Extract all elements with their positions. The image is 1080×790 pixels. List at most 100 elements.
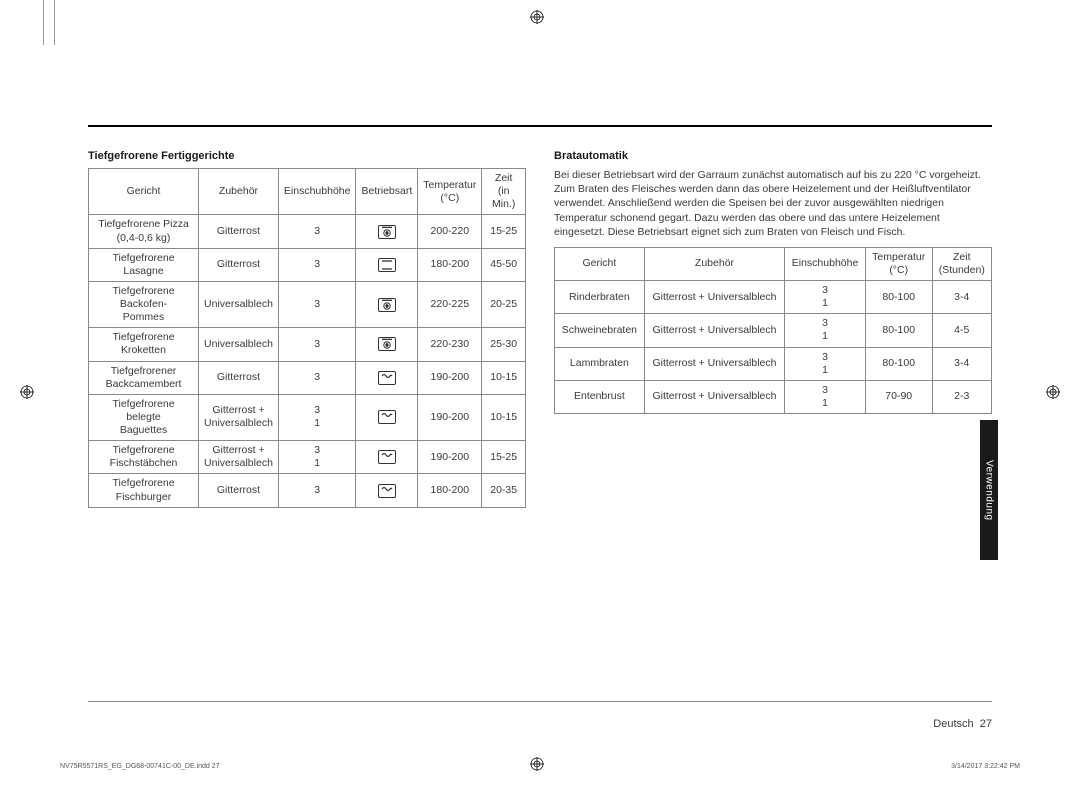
cell-gericht: Tiefgefrorene Pizza(0,4-0,6 kg): [89, 215, 199, 248]
cell-gericht: Lammbraten: [555, 347, 645, 380]
cell-gericht: Rinderbraten: [555, 281, 645, 314]
cell-zubehor: Gitterrost +Universalblech: [199, 441, 279, 474]
cell-gericht: Entenbrust: [555, 380, 645, 413]
cell-mode-icon: [356, 281, 418, 327]
left-table: GerichtZubehörEinschubhöheBetriebsartTem…: [88, 168, 526, 508]
reg-mark-bottom: [530, 757, 544, 776]
table-row: Tiefgefrorene Backofen-PommesUniversalbl…: [89, 281, 526, 327]
right-title: Bratautomatik: [554, 150, 992, 162]
cell-zeit: 10-15: [482, 394, 526, 440]
cell-einschub: 31: [785, 281, 866, 314]
table-row: TiefgefroreneFischstäbchenGitterrost +Un…: [89, 441, 526, 474]
cell-zubehor: Gitterrost + Universalblech: [644, 314, 784, 347]
imprint-right: 3/14/2017 3:22:42 PM: [951, 763, 1020, 770]
cell-gericht: Tiefgefrorene belegteBaguettes: [89, 394, 199, 440]
right-th-0: Gericht: [555, 247, 645, 280]
cell-zeit: 15-25: [482, 215, 526, 248]
cell-einschub: 31: [785, 380, 866, 413]
cell-temp: 190-200: [418, 361, 482, 394]
footer-page: 27: [980, 718, 992, 730]
table-row: Tiefgefrorene Pizza(0,4-0,6 kg)Gitterros…: [89, 215, 526, 248]
cell-einschub: 31: [785, 347, 866, 380]
cell-zeit: 3-4: [932, 347, 991, 380]
cell-zubehor: Gitterrost: [199, 248, 279, 281]
table-row: RinderbratenGitterrost + Universalblech3…: [555, 281, 992, 314]
reg-mark-top: [530, 10, 544, 29]
cell-gericht: TiefgefroreneFischstäbchen: [89, 441, 199, 474]
cell-zubehor: Universalblech: [199, 328, 279, 361]
cell-mode-icon: [356, 441, 418, 474]
reg-mark-left: [20, 385, 34, 404]
cell-temp: 200-220: [418, 215, 482, 248]
footer-lang: Deutsch: [933, 718, 973, 730]
cell-einschub: 3: [278, 215, 356, 248]
left-th-5: Zeit(in Min.): [482, 169, 526, 215]
side-tab: Verwendung: [980, 420, 998, 560]
cell-einschub: 3: [278, 248, 356, 281]
table-row: Tiefgefrorene KrokettenUniversalblech3 22…: [89, 328, 526, 361]
right-table: GerichtZubehörEinschubhöheTemperatur(°C)…: [554, 247, 992, 414]
cell-zeit: 20-25: [482, 281, 526, 327]
cell-gericht: TiefgefrorenerBackcamembert: [89, 361, 199, 394]
cell-temp: 190-200: [418, 394, 482, 440]
cell-temp: 70-90: [865, 380, 932, 413]
cell-zubehor: Gitterrost +Universalblech: [199, 394, 279, 440]
cell-zeit: 4-5: [932, 314, 991, 347]
right-th-4: Zeit(Stunden): [932, 247, 991, 280]
cell-temp: 180-200: [418, 474, 482, 507]
reg-mark-right: [1046, 385, 1060, 404]
cell-mode-icon: [356, 328, 418, 361]
table-row: Tiefgefrorene belegteBaguettesGitterrost…: [89, 394, 526, 440]
rule-top: [88, 125, 992, 127]
cell-gericht: TiefgefroreneFischburger: [89, 474, 199, 507]
cell-zubehor: Gitterrost + Universalblech: [644, 380, 784, 413]
cell-zeit: 2-3: [932, 380, 991, 413]
cell-mode-icon: [356, 361, 418, 394]
cell-temp: 80-100: [865, 281, 932, 314]
page: Tiefgefrorene Fertiggerichte GerichtZube…: [88, 40, 992, 740]
cell-zubehor: Gitterrost: [199, 215, 279, 248]
cell-gericht: Tiefgefrorene Kroketten: [89, 328, 199, 361]
cell-einschub: 3: [278, 281, 356, 327]
right-th-3: Temperatur(°C): [865, 247, 932, 280]
cell-zubehor: Gitterrost + Universalblech: [644, 347, 784, 380]
page-footer: Deutsch 27: [933, 718, 992, 730]
left-th-0: Gericht: [89, 169, 199, 215]
cell-gericht: Tiefgefrorene Backofen-Pommes: [89, 281, 199, 327]
table-row: TiefgefroreneFischburgerGitterrost3 180-2…: [89, 474, 526, 507]
rule-bottom: [88, 701, 992, 702]
left-th-2: Einschubhöhe: [278, 169, 356, 215]
cell-einschub: 3: [278, 474, 356, 507]
cell-zubehor: Gitterrost + Universalblech: [644, 281, 784, 314]
table-row: Tiefgefrorene LasagneGitterrost3 180-2004…: [89, 248, 526, 281]
cell-zubehor: Gitterrost: [199, 474, 279, 507]
left-th-3: Betriebsart: [356, 169, 418, 215]
right-paragraph: Bei dieser Betriebsart wird der Garraum …: [554, 168, 992, 239]
table-row: LammbratenGitterrost + Universalblech318…: [555, 347, 992, 380]
side-tab-label: Verwendung: [984, 460, 995, 521]
cell-mode-icon: [356, 215, 418, 248]
cell-gericht: Tiefgefrorene Lasagne: [89, 248, 199, 281]
cell-mode-icon: [356, 394, 418, 440]
left-column: Tiefgefrorene Fertiggerichte GerichtZube…: [88, 150, 526, 508]
cell-temp: 190-200: [418, 441, 482, 474]
cell-zeit: 45-50: [482, 248, 526, 281]
cell-temp: 180-200: [418, 248, 482, 281]
table-row: SchweinebratenGitterrost + Universalblec…: [555, 314, 992, 347]
cell-gericht: Schweinebraten: [555, 314, 645, 347]
table-row: EntenbrustGitterrost + Universalblech317…: [555, 380, 992, 413]
cell-zubehor: Universalblech: [199, 281, 279, 327]
cell-temp: 80-100: [865, 347, 932, 380]
cell-zubehor: Gitterrost: [199, 361, 279, 394]
left-th-1: Zubehör: [199, 169, 279, 215]
cell-zeit: 3-4: [932, 281, 991, 314]
cell-temp: 80-100: [865, 314, 932, 347]
cell-zeit: 15-25: [482, 441, 526, 474]
cell-einschub: 3: [278, 361, 356, 394]
right-th-2: Einschubhöhe: [785, 247, 866, 280]
cell-temp: 220-230: [418, 328, 482, 361]
cell-zeit: 20-35: [482, 474, 526, 507]
cell-einschub: 3: [278, 328, 356, 361]
cell-einschub: 31: [278, 394, 356, 440]
cell-einschub: 31: [785, 314, 866, 347]
